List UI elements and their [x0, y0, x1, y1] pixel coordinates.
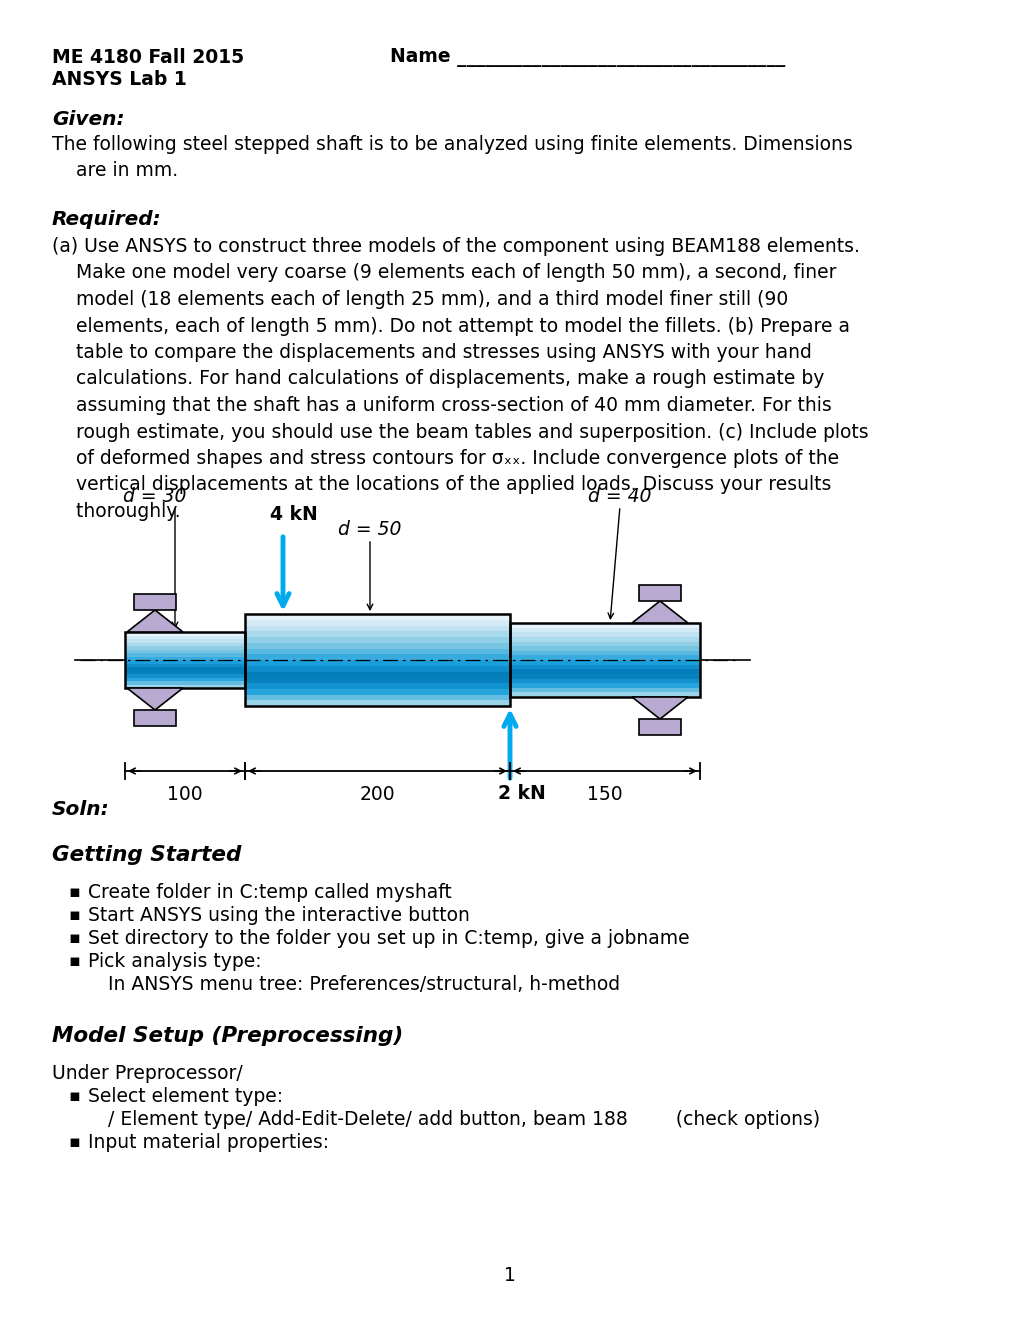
Bar — [510, 642, 699, 646]
Bar — [245, 700, 510, 707]
Text: ▪: ▪ — [68, 882, 79, 901]
Text: d = 50: d = 50 — [338, 520, 401, 539]
Bar — [245, 671, 510, 678]
Text: Soln:: Soln: — [52, 801, 109, 819]
Bar — [125, 660, 245, 664]
Text: 4 kN: 4 kN — [270, 505, 318, 524]
Bar — [125, 667, 245, 671]
Text: Input material properties:: Input material properties: — [88, 1133, 329, 1152]
Text: ME 4180 Fall 2015: ME 4180 Fall 2015 — [52, 48, 244, 67]
Text: Getting Started: Getting Started — [52, 845, 242, 865]
Bar — [125, 678, 245, 682]
Bar — [510, 664, 699, 670]
Bar — [125, 650, 245, 654]
Bar — [125, 642, 245, 646]
Bar — [125, 653, 245, 657]
Bar — [510, 624, 699, 697]
Bar — [510, 679, 699, 684]
Text: Set directory to the folder you set up in C:temp, give a jobname: Set directory to the folder you set up i… — [88, 929, 689, 948]
Bar — [510, 683, 699, 688]
Text: ANSYS Lab 1: ANSYS Lab 1 — [52, 70, 186, 89]
Text: ▪: ▪ — [68, 1087, 79, 1104]
Bar — [245, 637, 510, 643]
Text: ▪: ▪ — [68, 1133, 79, 1151]
Bar — [245, 666, 510, 672]
Polygon shape — [127, 688, 182, 709]
Bar — [510, 674, 699, 679]
Text: ▪: ▪ — [68, 952, 79, 970]
Text: Start ANSYS using the interactive button: Start ANSYS using the interactive button — [88, 906, 470, 925]
Text: Required:: Required: — [52, 210, 161, 229]
Bar — [245, 683, 510, 690]
Bar — [245, 649, 510, 655]
Text: (a) Use ANSYS to construct three models of the component using BEAM188 elements.: (a) Use ANSYS to construct three models … — [52, 236, 868, 520]
Bar — [125, 684, 245, 688]
Bar — [125, 631, 245, 688]
Bar — [245, 660, 510, 666]
Bar — [510, 624, 699, 627]
Bar — [510, 627, 699, 633]
Text: 1: 1 — [503, 1266, 516, 1285]
Bar — [510, 651, 699, 655]
Text: Select element type:: Select element type: — [88, 1087, 283, 1106]
Bar — [510, 670, 699, 675]
Text: d = 40: d = 40 — [588, 487, 651, 506]
Text: 2 kN: 2 kN — [497, 783, 545, 803]
Bar — [510, 692, 699, 697]
Bar — [245, 626, 510, 631]
Text: 100: 100 — [167, 785, 203, 804]
Bar — [638, 585, 681, 601]
Bar — [125, 639, 245, 643]
Bar — [125, 635, 245, 639]
Text: / Element type/ Add-Edit-Delete/ add button, beam 188        (check options): / Element type/ Add-Edit-Delete/ add but… — [108, 1110, 819, 1129]
Bar — [510, 655, 699, 660]
Polygon shape — [632, 601, 688, 624]
Text: 150: 150 — [587, 785, 623, 804]
Text: 200: 200 — [360, 785, 395, 804]
Bar — [245, 688, 510, 695]
Bar — [510, 660, 699, 666]
Bar — [125, 674, 245, 678]
Bar — [125, 657, 245, 660]
Bar — [510, 646, 699, 651]
Text: d = 30: d = 30 — [123, 487, 186, 506]
Bar — [125, 663, 245, 667]
Bar — [133, 709, 176, 727]
Bar — [125, 671, 245, 675]
Text: The following steel stepped shaft is to be analyzed using finite elements. Dimen: The following steel stepped shaft is to … — [52, 135, 852, 181]
Bar — [133, 594, 176, 610]
Bar — [245, 614, 510, 705]
Text: Create folder in C:temp called myshaft: Create folder in C:temp called myshaft — [88, 882, 451, 902]
Bar — [510, 637, 699, 642]
Bar — [510, 633, 699, 637]
Text: Model Setup (Preprocessing): Model Setup (Preprocessing) — [52, 1026, 403, 1046]
Bar — [125, 682, 245, 686]
Bar — [245, 631, 510, 638]
Text: Given:: Given: — [52, 110, 124, 129]
Bar — [125, 631, 245, 635]
Text: ▪: ▪ — [68, 929, 79, 947]
Text: In ANSYS menu tree: Preferences/structural, h-method: In ANSYS menu tree: Preferences/structur… — [108, 975, 620, 993]
Bar — [638, 719, 681, 734]
Bar — [245, 620, 510, 626]
Text: Under Preprocessor/: Under Preprocessor/ — [52, 1063, 243, 1083]
Text: Name ___________________________________: Name ___________________________________ — [389, 48, 785, 67]
Bar — [245, 614, 510, 621]
Text: ▪: ▪ — [68, 906, 79, 923]
Bar — [125, 646, 245, 650]
Bar — [245, 643, 510, 649]
Bar — [245, 695, 510, 700]
Text: Pick analysis type:: Pick analysis type: — [88, 952, 261, 971]
Bar — [245, 654, 510, 660]
Bar — [510, 688, 699, 694]
Polygon shape — [632, 697, 688, 719]
Bar — [245, 678, 510, 683]
Polygon shape — [127, 610, 182, 631]
